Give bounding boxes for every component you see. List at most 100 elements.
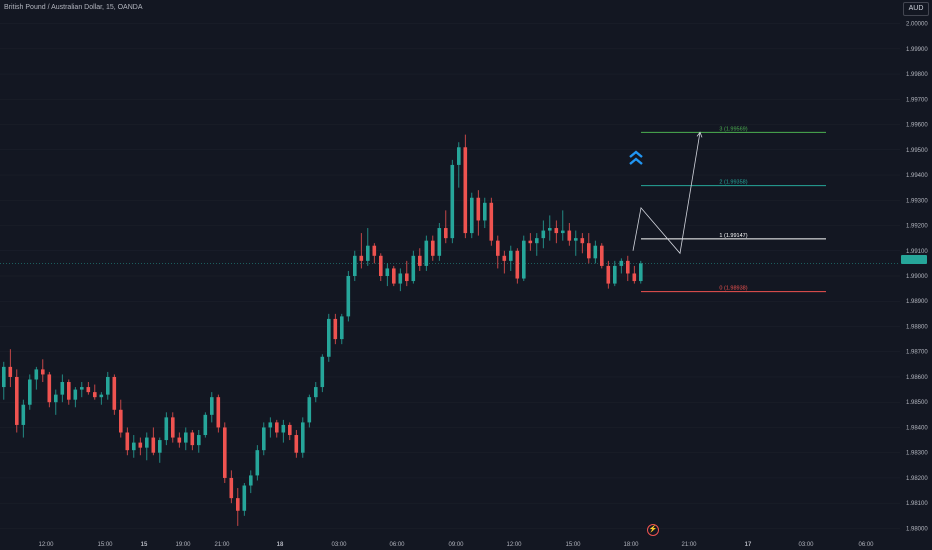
candle-body [619,260,624,266]
projection-levels[interactable]: 3 (1.99569) 2 (1.99358) 1 (1.99147) 0 (1.98… [641,126,826,293]
x-axis-ticks: 12:00 15:00 15 19:00 21:00 18 03:00 06:00 09:00 1… [38,542,874,548]
candle-body [418,255,422,266]
x-tick-label: 21:00 [214,542,230,548]
y-tick-label: 1.98700 [906,350,928,356]
candle-body [548,228,552,231]
candle-body [236,498,240,511]
y-tick-label: 1.99800 [906,72,928,78]
y-tick-label: 1.99500 [906,148,928,154]
candle-body [34,369,39,380]
currency-button[interactable]: AUD [903,2,929,16]
candle-body [275,422,279,433]
projection-level-label: 2 (1.99358) [719,180,747,186]
candle-body [613,265,617,284]
candle-body [470,197,474,234]
candle-body [255,450,260,476]
candle-body [125,432,130,451]
double-chevron-up-icon[interactable] [629,150,643,165]
projection-path-line [632,132,701,255]
candle-body [528,240,533,244]
candle-body [626,260,630,274]
candle-body [340,316,344,340]
y-tick-label: 1.99900 [906,47,928,53]
y-tick-label: 1.98000 [906,526,928,532]
candle-body [574,238,578,241]
grid-lines [0,23,900,529]
candle-body [398,273,403,284]
candle-body [431,240,435,256]
candle-body [476,197,481,221]
candle-body [496,240,500,256]
lightning-icon[interactable]: ⚡ [647,524,659,536]
candle-body [411,255,416,282]
x-tick-label: 03:00 [331,542,347,548]
x-tick-label: 06:00 [858,542,874,548]
candle-body [424,240,429,266]
symbol-title: British Pound / Australian Dollar, 15, O… [4,4,143,11]
candle-body [281,424,286,433]
candle-body [346,276,351,317]
candle-body [41,369,45,375]
y-tick-label: 1.98400 [906,425,928,431]
x-tick-label: 17 [745,542,752,548]
candle-body [112,376,117,410]
candle-body [366,245,370,261]
candle-body [177,437,182,443]
y-tick-label: 1.99700 [906,97,928,103]
candles [2,134,643,526]
candle-body [184,432,188,443]
x-tick-label: 15:00 [565,542,581,548]
candle-body [15,376,19,425]
candle-body [554,228,559,234]
candle-body [210,397,214,415]
candle-body [106,376,110,395]
candle-body [587,243,591,259]
x-tick-label: 21:00 [681,542,697,548]
candle-body [307,397,312,423]
candle-body [314,387,318,398]
y-tick-label: 1.99600 [906,123,928,129]
candle-body [463,147,468,234]
candle-body [190,432,195,446]
candle-body [119,409,123,433]
candle-body [320,356,325,388]
candle-body [197,435,201,446]
candle-body [301,422,305,453]
projection-path[interactable] [632,131,703,255]
y-tick-label: 1.98200 [906,476,928,482]
candle-body [8,366,13,377]
candle-body [639,263,643,282]
candle-body [457,147,461,165]
candle-body [535,238,539,244]
candle-body [67,382,71,400]
candle-body [145,437,149,448]
candle-body [450,164,455,239]
candle-body [567,230,572,241]
candle-body [522,240,526,279]
x-tick-label: 19:00 [175,542,191,548]
candle-body [242,485,247,511]
candle-body [216,397,221,428]
candle-body [385,268,390,276]
candle-body [262,427,266,451]
candle-body [333,318,338,340]
y-tick-label: 1.98300 [906,451,928,457]
candle-body [515,250,520,279]
projection-arrow-head [696,131,703,138]
y-axis-ticks: 2.00000 1.99900 1.99800 1.99700 1.99600 1.995… [906,22,928,533]
candle-body [327,318,331,357]
current-price-badge [901,255,927,264]
y-tick-label: 1.98600 [906,375,928,381]
x-tick-label: 03:00 [798,542,814,548]
y-tick-label: 1.98500 [906,400,928,406]
x-tick-label: 12:00 [506,542,522,548]
candle-body [353,255,357,276]
x-tick-label: 09:00 [448,542,464,548]
candle-body [93,392,97,398]
x-tick-label: 06:00 [389,542,405,548]
candle-body [541,230,546,239]
candle-body [294,435,299,453]
candle-body [249,475,253,486]
